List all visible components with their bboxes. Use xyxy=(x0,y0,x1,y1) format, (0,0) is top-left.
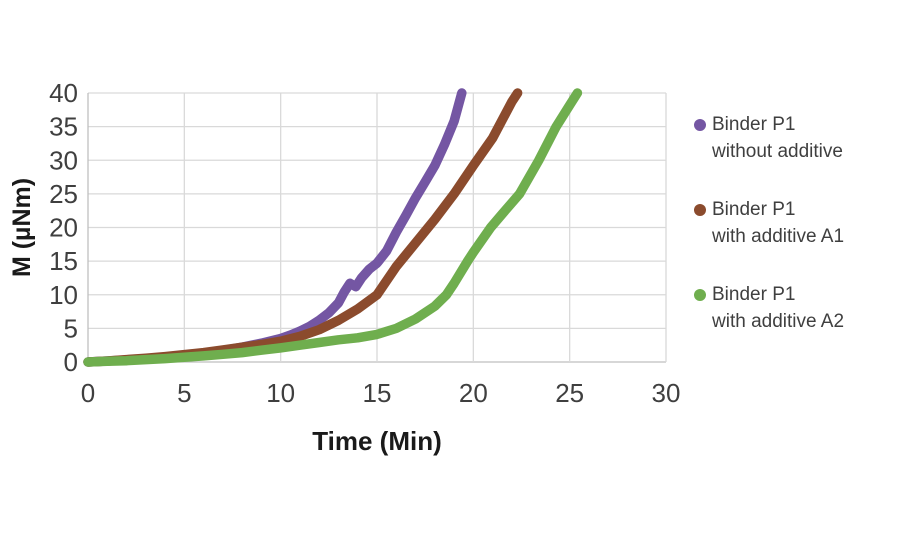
y-tick-label: 0 xyxy=(64,347,78,377)
x-tick-label: 5 xyxy=(177,378,191,408)
y-tick-label: 40 xyxy=(49,78,78,108)
legend-label: Binder P1 without additive xyxy=(712,114,843,162)
x-tick-label: 25 xyxy=(555,378,584,408)
y-axis-title: M (µNm) xyxy=(8,178,36,277)
y-tick-label: 30 xyxy=(49,145,78,175)
x-tick-label: 15 xyxy=(363,378,392,408)
x-tick-label: 20 xyxy=(459,378,488,408)
legend-label: Binder P1 with additive A2 xyxy=(712,284,845,332)
legend-label: Binder P1 with additive A1 xyxy=(712,199,845,247)
legend-marker-icon xyxy=(694,119,706,131)
chart-legend: Binder P1 without additive Binder P1 with a… xyxy=(694,0,894,550)
x-tick-label: 0 xyxy=(81,378,95,408)
legend-marker-icon xyxy=(694,289,706,301)
x-axis-title: Time (Min) xyxy=(312,426,442,456)
y-tick-label: 35 xyxy=(49,112,78,142)
y-tick-label: 10 xyxy=(49,280,78,310)
legend-item-1: Binder P1 without additive xyxy=(694,112,843,166)
x-tick-label: 10 xyxy=(266,378,295,408)
y-tick-label: 25 xyxy=(49,179,78,209)
legend-item-3: Binder P1 with additive A2 xyxy=(694,282,844,336)
legend-item-2: Binder P1 with additive A1 xyxy=(694,197,844,251)
y-tick-label: 20 xyxy=(49,213,78,243)
y-tick-label: 5 xyxy=(64,313,78,343)
legend-marker-icon xyxy=(694,204,706,216)
y-tick-label: 15 xyxy=(49,246,78,276)
x-tick-label: 30 xyxy=(652,378,681,408)
series-curve-3 xyxy=(83,88,583,367)
